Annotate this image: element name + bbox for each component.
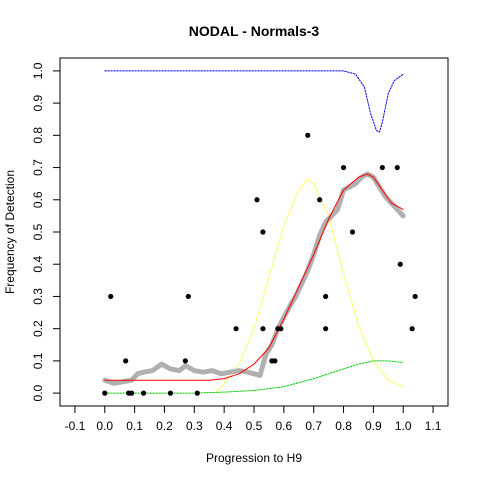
- x-tick-label: 0.6: [276, 419, 293, 433]
- data-point: [349, 229, 356, 235]
- x-tick-label: 0.4: [216, 419, 233, 433]
- y-axis: 0.0 0.1 0.2 0.3 0.4 0.5 0.6 0.7 0.8 0.9 1.0: [31, 62, 61, 401]
- x-tick-label: 1.0: [395, 419, 412, 433]
- x-tick-label: 0.7: [305, 419, 322, 433]
- data-point: [102, 390, 108, 396]
- data-point: [233, 326, 239, 332]
- data-point: [317, 197, 323, 203]
- y-tick-label: 0.0: [31, 384, 45, 401]
- x-tick-label: 0.0: [96, 419, 113, 433]
- y-tick-label: 0.4: [31, 256, 45, 273]
- y-tick-label: 0.5: [31, 223, 45, 240]
- green-curve: [104, 360, 404, 394]
- data-point: [323, 326, 329, 332]
- y-tick-label: 0.8: [31, 127, 45, 144]
- data-point: [394, 164, 400, 171]
- data-point: [194, 390, 200, 396]
- data-point: [167, 390, 174, 396]
- x-tick-label: 0.2: [156, 419, 173, 433]
- x-axis-label: Progression to H9: [206, 451, 302, 465]
- data-point: [397, 261, 403, 267]
- y-tick-label: 0.1: [31, 352, 45, 369]
- y-tick-label: 0.7: [31, 159, 45, 176]
- data-point: [140, 390, 147, 396]
- data-point: [412, 293, 418, 300]
- x-tick-label: 1.1: [425, 419, 442, 433]
- data-point: [278, 326, 284, 332]
- data-point: [123, 358, 129, 364]
- y-tick-label: 0.6: [31, 191, 45, 208]
- y-tick-label: 1.0: [31, 62, 45, 79]
- y-tick-label: 0.9: [31, 94, 45, 111]
- data-point: [340, 164, 347, 171]
- data-point: [272, 358, 278, 364]
- y-tick-label: 0.3: [31, 288, 45, 305]
- data-point: [379, 164, 385, 171]
- series-layer: [102, 70, 418, 396]
- x-tick-label: 0.5: [246, 419, 263, 433]
- data-point: [185, 293, 191, 300]
- y-tick-label: 0.2: [31, 320, 45, 337]
- data-point: [409, 326, 415, 332]
- data-point: [108, 293, 114, 300]
- data-point: [182, 358, 188, 364]
- x-tick-label: 0.3: [186, 419, 203, 433]
- smoothed-curve: [102, 171, 406, 386]
- x-axis: -0.1 0.0 0.1 0.2 0.3 0.4 0.5 0.6 0.7 0.8 0.9 1.0 1.1: [65, 405, 442, 433]
- x-tick-label: -0.1: [65, 419, 86, 433]
- fit-curve: [104, 173, 404, 381]
- blue-curve: [104, 70, 404, 133]
- yellow-curve: [214, 178, 404, 394]
- data-point: [129, 390, 135, 396]
- data-point: [305, 132, 311, 138]
- plot-frame: [59, 57, 449, 407]
- x-tick-label: 0.1: [126, 419, 143, 433]
- data-point: [260, 326, 266, 332]
- data-point: [260, 229, 266, 235]
- data-point: [254, 197, 260, 203]
- y-axis-label: Frequency of Detection: [3, 170, 17, 294]
- data-point: [323, 293, 329, 300]
- x-tick-label: 0.9: [365, 419, 382, 433]
- chart-title: NODAL - Normals-3: [189, 23, 320, 39]
- x-tick-label: 0.8: [335, 419, 352, 433]
